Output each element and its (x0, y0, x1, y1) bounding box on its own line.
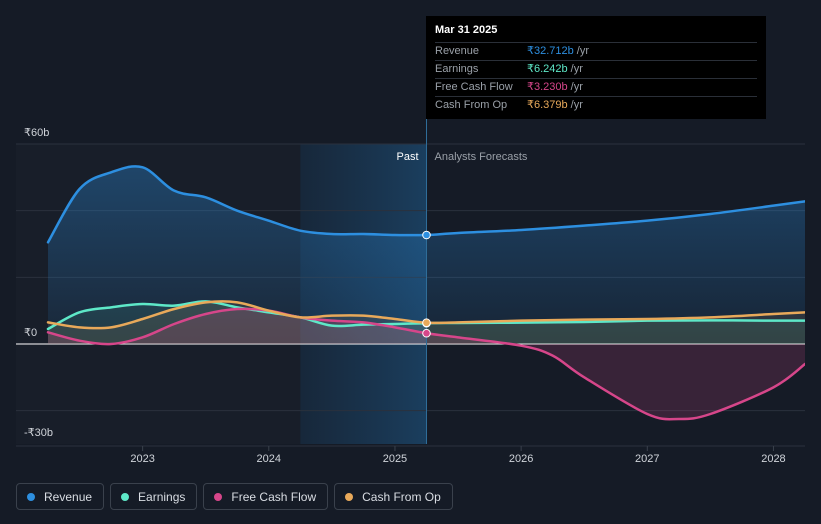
x-tick-label: 2025 (383, 453, 407, 465)
legend-dot-icon (121, 492, 130, 501)
tooltip-row-free-cash-flow: Free Cash Flow ₹3.230b /yr (435, 78, 757, 96)
legend-label: Cash From Op (362, 489, 441, 504)
x-tick-label: 2024 (257, 453, 281, 465)
forecast-label: Analysts Forecasts (435, 151, 528, 163)
tooltip-unit: /yr (570, 99, 583, 111)
tooltip-unit: /yr (570, 81, 583, 93)
legend: Revenue Earnings Free Cash Flow Cash Fro… (16, 483, 453, 512)
y-tick-label: ₹60b (24, 127, 49, 139)
series-line-free-cash-flow (46, 307, 805, 421)
x-tick-label: 2026 (509, 453, 533, 465)
series-area-free-cash-flow (48, 308, 805, 420)
tooltip-label: Free Cash Flow (435, 81, 513, 93)
x-tick-label: 2023 (130, 453, 154, 465)
tooltip-unit: /yr (576, 45, 589, 57)
y-tick-label: ₹0 (24, 327, 37, 339)
tooltip: Mar 31 2025 Revenue ₹32.712b /yr Earning… (426, 16, 766, 119)
tooltip-value: ₹3.230b (527, 81, 568, 93)
legend-item-cash-from-op[interactable]: Cash From Op (334, 483, 453, 510)
legend-item-revenue[interactable]: Revenue (16, 483, 105, 510)
tooltip-date: Mar 31 2025 (435, 24, 498, 36)
tooltip-row-earnings: Earnings ₹6.242b /yr (435, 60, 757, 78)
series-line-revenue (46, 165, 805, 244)
tooltip-value: ₹32.712b (527, 45, 574, 57)
tooltip-label: Earnings (435, 63, 479, 75)
tooltip-label: Cash From Op (435, 99, 508, 111)
marker-revenue (422, 230, 431, 240)
tooltip-label: Revenue (435, 45, 480, 57)
y-tick-label: -₹30b (24, 427, 53, 439)
legend-dot-icon (214, 492, 223, 501)
series-line-cash-from-op (46, 300, 805, 330)
series-area-cash-from-op (48, 301, 805, 344)
tooltip-row-cash-from-op: Cash From Op ₹6.379b /yr (435, 96, 757, 114)
legend-label: Free Cash Flow (231, 489, 317, 504)
y-axis-labels: ₹60b ₹0 -₹30b (24, 127, 53, 439)
tooltip-unit: /yr (570, 63, 583, 75)
legend-dot-icon (345, 492, 354, 501)
legend-label: Earnings (138, 489, 186, 504)
tooltip-value: ₹6.379b (527, 99, 568, 111)
series-line-earnings (46, 300, 805, 331)
tooltip-row-revenue: Revenue ₹32.712b /yr (435, 42, 757, 60)
highlight-markers (422, 230, 431, 338)
legend-dot-icon (27, 492, 35, 501)
legend-item-earnings[interactable]: Earnings (110, 483, 198, 510)
marker-free-cash-flow (422, 328, 431, 338)
past-label: Past (396, 151, 418, 163)
series-area-earnings (48, 301, 805, 344)
x-axis-labels: 2023 2024 2025 2026 2027 2028 (130, 446, 786, 465)
legend-label: Revenue (44, 489, 93, 504)
marker-cash-from-op (422, 318, 431, 328)
tooltip-value: ₹6.242b (527, 63, 568, 75)
legend-item-free-cash-flow[interactable]: Free Cash Flow (203, 483, 329, 510)
x-tick-label: 2028 (761, 453, 785, 465)
x-tick-label: 2027 (635, 453, 659, 465)
series-lines (46, 165, 805, 421)
